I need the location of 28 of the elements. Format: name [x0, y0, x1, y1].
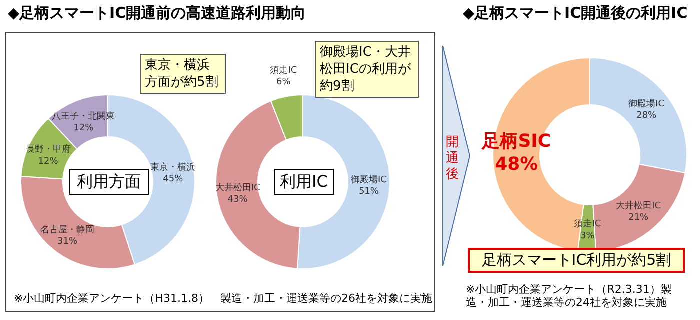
chart-title: ◆足柄スマートIC開通後の利用IC: [463, 4, 688, 23]
text: ※小山町内企業アンケート（R2.3.31）製造・加工・運送業等の24社を対象に実施: [466, 283, 673, 309]
text: 利用IC: [274, 169, 334, 195]
data-label: 21%: [628, 213, 650, 224]
data-label: 31%: [58, 237, 78, 248]
slice-label: 大井松田IC: [616, 200, 662, 212]
slice-label: 御殿場IC: [628, 98, 665, 110]
text: 東京・横浜方面が約5割: [140, 54, 226, 94]
text: 御殿場IC・大井松田ICの利用が約9割: [315, 41, 419, 98]
text: 利用方面: [69, 169, 149, 195]
slice-label: 須走IC: [270, 65, 298, 76]
chart-title: ◆足柄スマートIC開通前の高速道路利用動向: [8, 4, 306, 23]
data-label: 12%: [38, 156, 59, 167]
slice-label: 八王子・北関東: [52, 110, 116, 122]
data-label: 28%: [636, 111, 658, 122]
data-label: 48%: [495, 154, 538, 176]
text: ※小山町内企業アンケート（H31.1.8） 製造・加工・運送業等の26社を対象に実施: [14, 292, 432, 305]
data-label: 51%: [358, 186, 380, 197]
data-label: 12%: [74, 124, 94, 134]
slice-label: 御殿場IC: [350, 174, 387, 186]
data-label: 45%: [163, 174, 184, 185]
data-label: 6%: [276, 78, 292, 88]
text: 足柄スマートIC利用が約5割: [468, 248, 685, 273]
slice-label: 名古屋・静岡: [40, 224, 95, 236]
text: 開通後: [446, 135, 460, 183]
slice-label: 東京・横浜: [150, 162, 196, 173]
data-label: 43%: [228, 195, 248, 206]
data-label: 3%: [580, 231, 596, 242]
